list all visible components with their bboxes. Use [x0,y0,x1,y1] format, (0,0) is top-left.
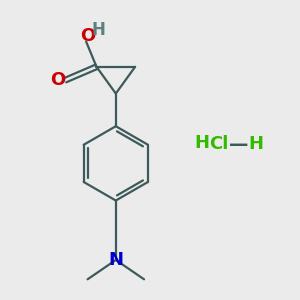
Text: H: H [194,134,209,152]
Text: —: — [230,135,249,154]
Text: Cl: Cl [209,135,228,153]
Text: H: H [248,135,263,153]
Text: N: N [108,251,123,269]
Text: O: O [80,27,95,45]
Text: O: O [50,71,65,89]
Text: H: H [91,21,105,39]
